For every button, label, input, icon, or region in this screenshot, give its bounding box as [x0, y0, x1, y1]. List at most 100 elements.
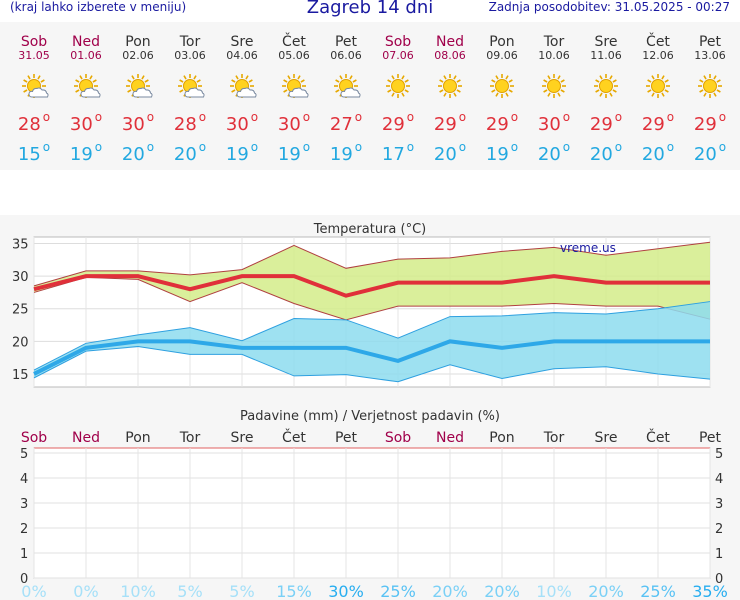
- precipitation-day-label: Pet: [335, 430, 358, 446]
- degree-sign: o: [94, 140, 103, 154]
- sun-cloud-icon: [228, 74, 258, 100]
- degree-sign: o: [198, 140, 207, 154]
- temperature-y-tick: 30: [12, 270, 29, 285]
- min-temperature-value: 20: [537, 144, 561, 165]
- day-column: Pet 13.06 29 o 20 o: [684, 22, 736, 170]
- degree-sign: o: [198, 110, 207, 124]
- day-name: Tor: [543, 34, 565, 50]
- precipitation-probability: 15%: [276, 582, 312, 600]
- day-column: Pon 02.06 30 o 20 o: [112, 22, 164, 170]
- degree-sign: o: [562, 140, 571, 154]
- sun-icon: [592, 74, 622, 100]
- max-temperature-value: 29: [641, 114, 665, 135]
- sun-icon: [436, 74, 466, 100]
- precipitation-y-tick-left: 3: [20, 497, 28, 512]
- precipitation-probability: 25%: [380, 582, 416, 600]
- degree-sign: o: [406, 140, 415, 154]
- sun-cloud-icon: [72, 74, 102, 100]
- max-temperature-value: 28: [17, 114, 41, 135]
- day-date: 10.06: [538, 49, 570, 62]
- day-date: 09.06: [486, 49, 518, 62]
- day-name: Sob: [384, 34, 412, 50]
- sun-cloud-icon: [176, 74, 206, 100]
- day-column: Sob 31.05 28 o 15 o: [8, 22, 60, 170]
- max-temperature-value: 30: [537, 114, 561, 135]
- day-column: Sre 04.06 30 o 19 o: [216, 22, 268, 170]
- min-temperature-value: 17: [381, 144, 405, 165]
- min-temperature-value: 20: [693, 144, 717, 165]
- min-temperature-range-lower-edge: [33, 346, 711, 383]
- day-date: 04.06: [226, 49, 258, 62]
- min-temperature: 19 o: [476, 140, 528, 165]
- degree-sign: o: [42, 110, 51, 124]
- max-temperature: 30 o: [528, 110, 580, 135]
- max-temperature-value: 29: [433, 114, 457, 135]
- min-temperature-value: 15: [17, 144, 41, 165]
- precipitation-day-label: Pon: [489, 430, 514, 446]
- day-date: 31.05: [18, 49, 50, 62]
- day-column: Pon 09.06 29 o 19 o: [476, 22, 528, 170]
- max-temperature: 27 o: [320, 110, 372, 135]
- day-date: 08.06: [434, 49, 466, 62]
- temperature-y-tick: 35: [12, 238, 29, 253]
- max-temperature: 29 o: [424, 110, 476, 135]
- sun-cloud-icon: [20, 74, 50, 100]
- location-menu-hint: (kraj lahko izberete v meniju): [10, 0, 187, 14]
- max-temperature-value: 30: [277, 114, 301, 135]
- precipitation-day-label: Sob: [21, 430, 47, 446]
- min-temperature-line: [33, 339, 710, 376]
- max-temperature: 30 o: [216, 110, 268, 135]
- day-name: Čet: [282, 34, 306, 50]
- max-temperature: 28 o: [8, 110, 60, 135]
- precipitation-day-label: Pet: [699, 430, 722, 446]
- min-temperature: 19 o: [60, 140, 112, 165]
- max-temperature-line: [33, 274, 710, 298]
- day-name: Pon: [489, 34, 515, 50]
- temperature-chart-title: Temperatura (°C): [313, 222, 426, 237]
- max-temperature-value: 28: [173, 114, 197, 135]
- degree-sign: o: [614, 140, 623, 154]
- day-name: Ned: [436, 34, 464, 50]
- precipitation-y-tick-right: 2: [715, 522, 723, 537]
- min-temperature: 19 o: [268, 140, 320, 165]
- precipitation-y-tick-left: 4: [20, 472, 28, 487]
- max-temperature: 29 o: [476, 110, 528, 135]
- degree-sign: o: [354, 110, 363, 124]
- degree-sign: o: [718, 140, 727, 154]
- sun-icon: [488, 74, 518, 100]
- degree-sign: o: [302, 140, 311, 154]
- precipitation-probability: 5%: [229, 582, 254, 600]
- min-temperature-range: [34, 301, 710, 382]
- degree-sign: o: [666, 110, 675, 124]
- max-temperature-value: 29: [693, 114, 717, 135]
- sun-icon: [644, 74, 674, 100]
- precipitation-y-tick-right: 4: [715, 472, 723, 487]
- degree-sign: o: [406, 110, 415, 124]
- degree-sign: o: [250, 140, 259, 154]
- min-temperature: 19 o: [320, 140, 372, 165]
- sun-cloud-icon: [280, 74, 310, 100]
- degree-sign: o: [146, 110, 155, 124]
- day-name: Sob: [20, 34, 48, 50]
- min-temperature: 19 o: [216, 140, 268, 165]
- min-temperature: 20 o: [528, 140, 580, 165]
- day-name: Pet: [698, 34, 722, 50]
- day-date: 12.06: [642, 49, 674, 62]
- day-name: Pet: [334, 34, 358, 50]
- day-column: Tor 03.06 28 o 20 o: [164, 22, 216, 170]
- degree-sign: o: [458, 140, 467, 154]
- precipitation-y-tick-left: 5: [20, 447, 28, 462]
- day-date: 01.06: [70, 49, 102, 62]
- degree-sign: o: [510, 140, 519, 154]
- day-date: 05.06: [278, 49, 310, 62]
- precipitation-y-tick-right: 1: [715, 547, 723, 562]
- degree-sign: o: [146, 140, 155, 154]
- last-update-text: Zadnja posodobitev: 31.05.2025 - 00:27: [488, 0, 730, 14]
- sun-cloud-icon: [124, 74, 154, 100]
- precipitation-day-label: Čet: [282, 428, 306, 446]
- watermark-text: vreme.us: [560, 241, 616, 255]
- degree-sign: o: [562, 110, 571, 124]
- day-date: 02.06: [122, 49, 154, 62]
- precipitation-probability: 10%: [536, 582, 572, 600]
